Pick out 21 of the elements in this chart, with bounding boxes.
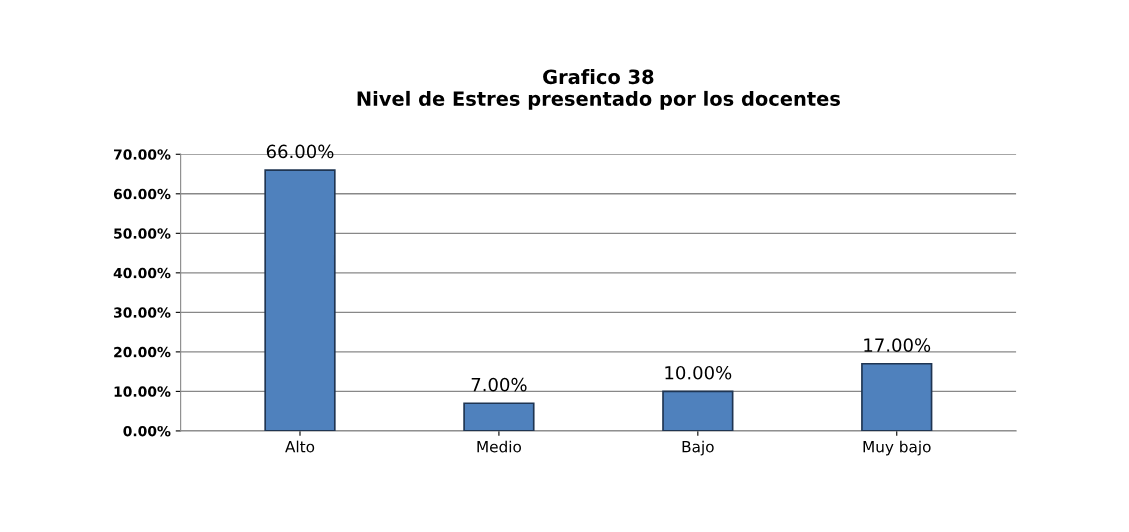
x-tick-label: Bajo: [682, 440, 714, 456]
bar: [463, 402, 535, 431]
data-label: 7.00%: [471, 377, 527, 392]
x-tick-label: Alto: [285, 440, 315, 453]
x-tick-label: Muy bajo: [863, 440, 931, 456]
bar: [861, 362, 933, 431]
chart-title: Grafico 38 Nivel de Estres presentado por los docentes: [357, 69, 840, 110]
bar: [662, 390, 734, 431]
y-tick-label: 20.00%: [114, 346, 171, 358]
y-tick-label: 50.00%: [114, 228, 171, 239]
x-tick-label: Medio: [477, 440, 522, 453]
data-label: 17.00%: [864, 338, 931, 352]
bar: [264, 169, 336, 431]
y-tick-label: 10.00%: [114, 386, 171, 397]
y-tick-label: 70.00%: [114, 149, 171, 160]
y-tick-label: 30.00%: [114, 307, 171, 318]
y-tick-label: 0.00%: [123, 425, 171, 437]
data-label: 66.00%: [266, 144, 334, 159]
y-tick-label: 40.00%: [113, 267, 171, 279]
y-tick-label: 60.00%: [113, 188, 171, 200]
data-label: 10.00%: [665, 365, 732, 380]
